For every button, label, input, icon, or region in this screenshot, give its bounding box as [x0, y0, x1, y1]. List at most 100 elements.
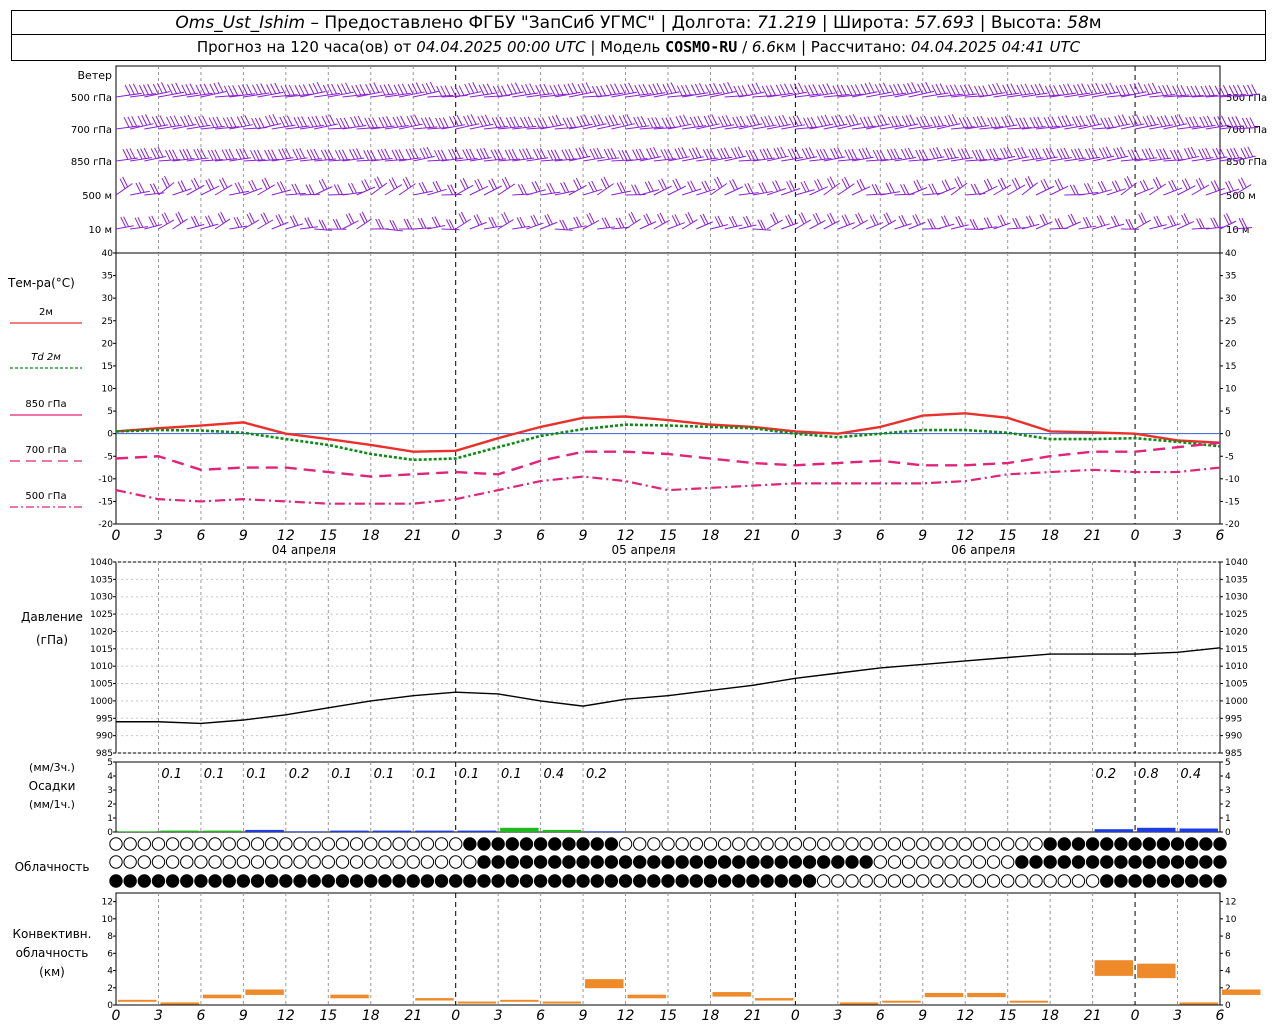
wind-barb	[413, 90, 439, 98]
cloud-cover-symbol	[604, 855, 619, 869]
cloud-cover-symbol	[562, 837, 576, 851]
wind-barb-feather	[280, 85, 287, 96]
wind-barb-feather	[373, 82, 380, 93]
convective-title-3: (км)	[39, 965, 65, 979]
wind-barb-feather	[295, 148, 302, 160]
wind-barb	[214, 184, 233, 196]
wind-barb-feather	[292, 215, 299, 226]
wind-barb	[144, 224, 162, 230]
wind-barb-feather	[234, 182, 241, 194]
wind-barb-feather	[435, 180, 442, 192]
wind-barb	[257, 123, 282, 130]
wind-barb-feather	[800, 181, 807, 193]
wind-barb-feather	[567, 83, 574, 94]
wind-barb	[1219, 157, 1242, 162]
wind-barb-feather	[859, 117, 866, 128]
wind-barb-feather	[1162, 85, 1169, 96]
wind-barb-feather	[694, 83, 701, 95]
wind-barb-feather	[120, 216, 127, 228]
cloud-cover-symbol	[392, 855, 406, 869]
wind-barb	[1035, 185, 1055, 196]
cloud-cover-symbol	[746, 874, 760, 888]
wind-barb-feather	[1062, 84, 1069, 95]
cloud-cover-symbol	[1100, 855, 1114, 869]
wind-barb-feather	[893, 148, 900, 159]
wind-barb-feather	[667, 148, 674, 160]
wind-barb-feather	[407, 83, 414, 95]
wind-barb	[144, 124, 169, 130]
wind-barb-feather	[1215, 147, 1222, 159]
wind-barb	[313, 186, 333, 196]
wind-barb	[1177, 185, 1196, 196]
wind-level-label-left: 700 гПа	[71, 125, 112, 136]
wind-barb-feather	[618, 150, 624, 161]
wind-barb	[540, 158, 563, 162]
wind-barb-feather	[878, 83, 885, 94]
cloud-cover-symbol	[1142, 874, 1156, 888]
wind-barb	[667, 123, 692, 130]
wind-barb	[823, 182, 841, 196]
wind-barb-feather	[1133, 83, 1140, 94]
wind-barb-feather	[326, 84, 333, 95]
cloud-cover-symbol	[519, 874, 534, 888]
wind-level-label-right: 700 гПа	[1226, 125, 1267, 136]
wind-barb-feather	[830, 148, 837, 159]
wind-barb-feather	[242, 147, 249, 159]
wind-barb-feather	[138, 182, 145, 193]
wind-barb-feather	[844, 149, 851, 161]
wind-barb-feather	[982, 85, 989, 96]
wind-barb	[257, 219, 274, 230]
wind-barb	[908, 221, 926, 230]
wind-barb-feather	[1190, 146, 1197, 158]
convective-ytick-right: 4	[1225, 967, 1231, 977]
wind-barb	[597, 123, 621, 130]
precipitation-panel: 5 54 43 32 21 10 0(мм/3ч.)Осадки(мм/1ч.)0.1 0.1…	[29, 758, 1231, 838]
wind-barb-feather	[177, 181, 184, 192]
wind-barb	[384, 125, 409, 130]
wind-barb	[639, 221, 657, 230]
wind-barb-feather	[402, 178, 409, 189]
calc-time: 04.04.2025 04:41 UTC	[910, 38, 1081, 56]
wind-barb-feather	[391, 177, 398, 188]
wind-barb-feather	[311, 116, 318, 127]
wind-barb	[582, 156, 605, 162]
wind-barb-feather	[143, 147, 150, 159]
wind-barb-feather	[943, 148, 950, 160]
wind-barb	[965, 158, 988, 162]
temp-ytick-right: 30	[1225, 294, 1237, 304]
cloud-cover-symbol	[477, 855, 491, 869]
wind-barb	[498, 125, 523, 130]
wind-barb	[115, 157, 138, 162]
precip-bar	[500, 827, 539, 832]
wind-barb-feather	[152, 83, 159, 95]
wind-barb-feather	[1045, 147, 1052, 159]
wind-barb-feather	[1025, 178, 1031, 189]
wind-barb-feather	[460, 211, 467, 223]
wind-barb-feather	[1240, 148, 1247, 159]
wind-barb-feather	[304, 217, 311, 228]
wind-barb-feather	[541, 117, 548, 128]
wind-barb-feather	[693, 116, 700, 127]
wind-barb-feather	[278, 148, 285, 160]
wind-barb-feather	[800, 212, 807, 223]
wind-barb-feather	[448, 149, 454, 160]
wind-barb-feather	[962, 117, 969, 128]
wind-barb-feather	[972, 116, 979, 128]
wind-barb	[809, 158, 832, 162]
wind-barb-feather	[610, 84, 616, 95]
wind-barb-feather	[810, 116, 817, 128]
cloud-cover-symbol	[448, 837, 463, 851]
wind-barb-feather	[883, 213, 890, 225]
wind-barb-feather	[844, 176, 851, 188]
wind-barb-feather	[1158, 85, 1164, 96]
temp-hour-label: 3	[154, 528, 163, 544]
wind-barb	[1205, 94, 1232, 98]
wind-barb-feather	[1100, 180, 1107, 192]
wind-barb-feather	[1111, 181, 1118, 192]
temp-ytick-left: 15	[102, 362, 113, 372]
wind-barb-feather	[544, 215, 551, 226]
wind-barb-feather	[157, 146, 164, 158]
wind-barb	[1092, 91, 1119, 98]
wind-barb	[1148, 183, 1167, 196]
wind-barb-feather	[1093, 114, 1100, 125]
